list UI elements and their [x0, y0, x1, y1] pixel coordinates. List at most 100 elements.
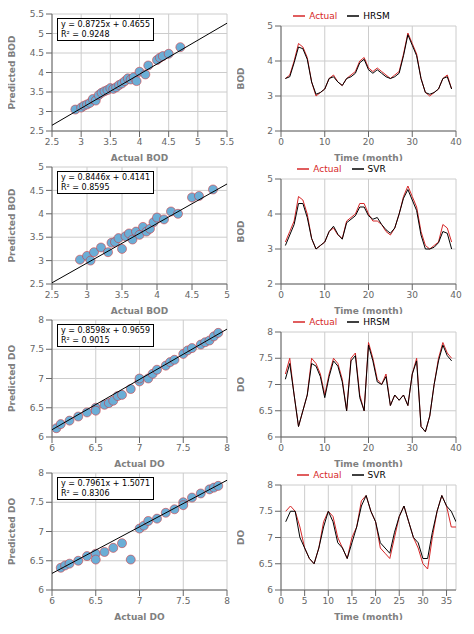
svg-text:3: 3 [267, 244, 273, 254]
svg-text:8: 8 [267, 327, 273, 337]
svg-text:10: 10 [319, 290, 331, 300]
svg-text:20: 20 [363, 290, 375, 300]
svg-text:7: 7 [137, 596, 143, 606]
svg-text:8: 8 [224, 443, 230, 453]
svg-text:7: 7 [38, 374, 44, 384]
svg-text:6.5: 6.5 [259, 559, 273, 569]
svg-text:40: 40 [450, 290, 462, 300]
svg-text:Actual DO: Actual DO [114, 612, 165, 620]
svg-text:2.5: 2.5 [30, 279, 44, 289]
svg-text:8: 8 [38, 468, 44, 478]
svg-text:Actual DO: Actual DO [114, 459, 165, 467]
svg-text:DO: DO [237, 377, 246, 392]
svg-text:6.5: 6.5 [30, 403, 44, 413]
svg-text:20: 20 [363, 443, 375, 453]
svg-text:2.5: 2.5 [45, 137, 59, 147]
svg-text:0: 0 [278, 596, 284, 606]
svg-text:6.5: 6.5 [259, 406, 273, 416]
svg-text:7: 7 [267, 380, 273, 390]
svg-text:6: 6 [38, 585, 44, 595]
svg-text:4.5: 4.5 [185, 290, 199, 300]
svg-text:10: 10 [323, 596, 335, 606]
svg-text:30: 30 [407, 290, 419, 300]
svg-text:Predicted DO: Predicted DO [8, 498, 17, 565]
svg-text:0: 0 [278, 137, 284, 147]
svg-text:Time (month): Time (month) [334, 153, 403, 161]
svg-text:5.5: 5.5 [30, 9, 44, 19]
svg-text:0: 0 [278, 290, 284, 300]
svg-text:5: 5 [195, 137, 201, 147]
svg-text:3.5: 3.5 [103, 137, 117, 147]
svg-text:Actual BOD: Actual BOD [111, 153, 168, 161]
svg-text:6.5: 6.5 [89, 596, 103, 606]
svg-text:4.5: 4.5 [162, 137, 176, 147]
svg-text:5: 5 [267, 174, 273, 184]
svg-text:3: 3 [38, 256, 44, 266]
svg-text:4.5: 4.5 [30, 186, 44, 196]
svg-text:8: 8 [38, 315, 44, 325]
svg-text:7: 7 [38, 527, 44, 537]
svg-text:8: 8 [224, 596, 230, 606]
svg-text:7.5: 7.5 [259, 353, 273, 363]
svg-text:30: 30 [407, 137, 419, 147]
svg-text:3: 3 [78, 137, 84, 147]
svg-text:3.5: 3.5 [30, 87, 44, 97]
svg-text:20: 20 [370, 596, 382, 606]
svg-text:2.5: 2.5 [45, 290, 59, 300]
svg-text:40: 40 [450, 137, 462, 147]
svg-text:35: 35 [441, 596, 452, 606]
svg-text:7: 7 [137, 443, 143, 453]
svg-text:7.5: 7.5 [30, 344, 44, 354]
svg-text:7.5: 7.5 [176, 443, 190, 453]
svg-text:5: 5 [267, 21, 273, 31]
svg-text:BOD: BOD [237, 68, 246, 90]
svg-text:DO: DO [237, 530, 246, 545]
svg-text:5: 5 [302, 596, 308, 606]
svg-text:Predicted BOD: Predicted BOD [8, 36, 17, 110]
svg-text:40: 40 [450, 443, 462, 453]
svg-text:Predicted DO: Predicted DO [8, 345, 17, 412]
svg-text:6: 6 [38, 432, 44, 442]
svg-text:4: 4 [267, 209, 273, 219]
svg-text:7: 7 [267, 533, 273, 543]
svg-text:4: 4 [137, 137, 143, 147]
svg-text:6: 6 [49, 443, 55, 453]
svg-text:6.5: 6.5 [89, 443, 103, 453]
svg-text:20: 20 [363, 137, 375, 147]
svg-text:5: 5 [38, 162, 44, 172]
svg-text:Time (month): Time (month) [334, 612, 403, 620]
svg-text:3: 3 [84, 290, 90, 300]
svg-text:15: 15 [346, 596, 357, 606]
svg-text:4: 4 [38, 209, 44, 219]
svg-text:7.5: 7.5 [176, 596, 190, 606]
svg-text:30: 30 [417, 596, 429, 606]
svg-text:4.5: 4.5 [30, 48, 44, 58]
svg-text:10: 10 [319, 137, 331, 147]
svg-text:6.5: 6.5 [30, 556, 44, 566]
svg-text:Predicted BOD: Predicted BOD [8, 189, 17, 263]
svg-text:30: 30 [407, 443, 419, 453]
svg-text:3: 3 [38, 107, 44, 117]
svg-text:4: 4 [38, 68, 44, 78]
svg-text:2.5: 2.5 [30, 126, 44, 136]
svg-text:Time (month): Time (month) [334, 306, 403, 314]
svg-text:Actual BOD: Actual BOD [111, 306, 168, 314]
svg-text:6: 6 [267, 585, 273, 595]
svg-text:7.5: 7.5 [259, 506, 273, 516]
svg-text:2: 2 [267, 279, 273, 289]
svg-text:2: 2 [267, 126, 273, 136]
svg-text:3.5: 3.5 [30, 232, 44, 242]
svg-text:3.5: 3.5 [115, 290, 129, 300]
svg-text:10: 10 [319, 443, 331, 453]
svg-text:4: 4 [154, 290, 160, 300]
svg-text:6: 6 [267, 432, 273, 442]
svg-text:BOD: BOD [237, 221, 246, 243]
svg-text:5.5: 5.5 [220, 137, 234, 147]
svg-text:5: 5 [224, 290, 230, 300]
svg-text:6: 6 [49, 596, 55, 606]
svg-text:0: 0 [278, 443, 284, 453]
svg-text:7.5: 7.5 [30, 497, 44, 507]
svg-text:3: 3 [267, 91, 273, 101]
svg-text:25: 25 [394, 596, 405, 606]
svg-text:8: 8 [267, 480, 273, 490]
